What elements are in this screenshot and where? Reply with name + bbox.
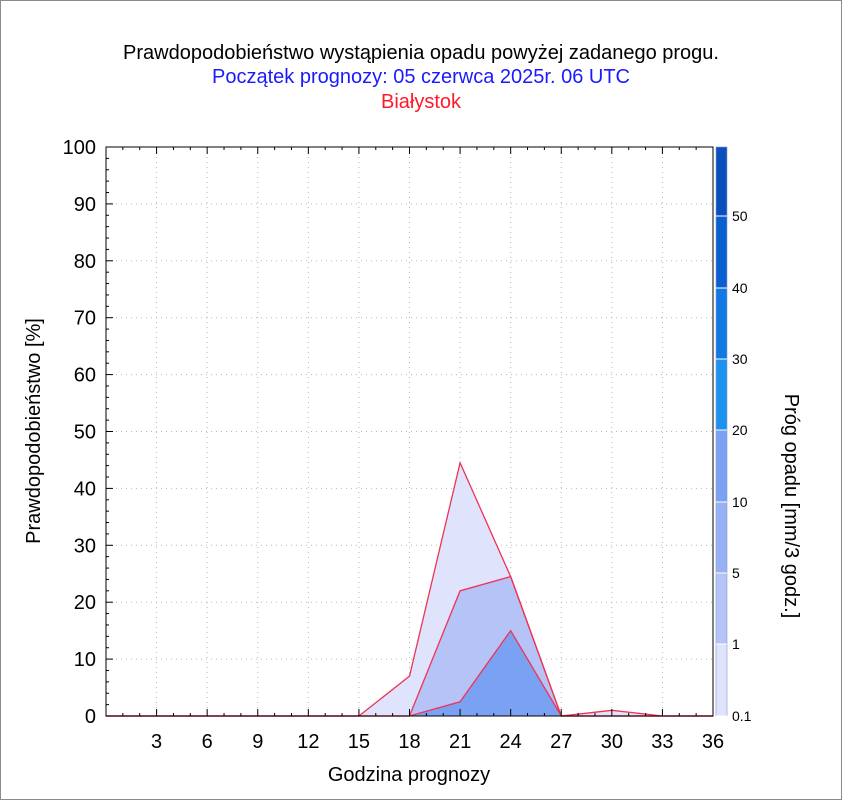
colorbar-segment <box>716 573 727 644</box>
x-tick-label: 18 <box>398 731 420 753</box>
x-tick-label: 27 <box>550 731 572 753</box>
y-tick-label: 20 <box>74 592 96 614</box>
colorbar-label-value: 10 <box>732 494 748 510</box>
x-tick-label: 15 <box>348 731 370 753</box>
colorbar-segment <box>716 359 727 430</box>
colorbar-segment <box>716 216 727 288</box>
y-tick-label: 30 <box>74 535 96 557</box>
x-tick-label: 24 <box>500 731 522 753</box>
colorbar-label-value: 50 <box>732 208 748 224</box>
colorbar-label-value: 0.1 <box>732 708 752 724</box>
grid <box>106 147 713 716</box>
y-tick-label: 80 <box>74 251 96 273</box>
y-tick-label: 100 <box>63 137 96 159</box>
colorbar-label-value: 5 <box>732 565 740 581</box>
y-tick-label: 10 <box>74 649 96 671</box>
colorbar-segment <box>716 430 727 502</box>
y-tick-label: 90 <box>74 194 96 216</box>
axes: 3 6 9 12 15 18 21 24 27 30 33 360102030405060708090… <box>63 137 725 753</box>
x-tick-label: 30 <box>601 731 623 753</box>
colorbar-segment <box>716 502 727 573</box>
colorbar-label-value: 1 <box>732 636 740 652</box>
x-tick-label: 9 <box>252 731 263 753</box>
y-tick-label: 40 <box>74 478 96 500</box>
y-tick-label: 60 <box>74 365 96 387</box>
x-axis-label: Godzina prognozy <box>328 764 490 786</box>
x-tick-label: 3 <box>151 731 162 753</box>
x-tick-label: 6 <box>202 731 213 753</box>
colorbar-label: Próg opadu [mm/3 godz.] <box>780 394 802 619</box>
colorbar-label-value: 20 <box>732 422 748 438</box>
x-tick-label: 36 <box>702 731 724 753</box>
y-tick-label: 0 <box>85 706 96 728</box>
chart-subtitle: Początek prognozy: 05 czerwca 2025r. 06 … <box>212 66 630 88</box>
chart-title: Prawdopodobieństwo wystąpienia opadu pow… <box>123 42 719 64</box>
colorbar-segment <box>716 147 727 216</box>
colorbar-segment <box>716 644 727 716</box>
y-tick-label: 70 <box>74 308 96 330</box>
colorbar-label-value: 40 <box>732 280 748 296</box>
colorbar-label-value: 30 <box>732 351 748 367</box>
colorbar-segment <box>716 288 727 359</box>
colorbar: 0.1 1 5 10 20 30 40 50 <box>715 146 752 724</box>
x-tick-label: 12 <box>297 731 319 753</box>
chart-location: Białystok <box>380 91 462 113</box>
y-axis-label: Prawdopodobieństwo [%] <box>23 318 45 544</box>
x-tick-label: 21 <box>449 731 471 753</box>
x-tick-label: 33 <box>651 731 673 753</box>
y-tick-label: 50 <box>74 422 96 444</box>
